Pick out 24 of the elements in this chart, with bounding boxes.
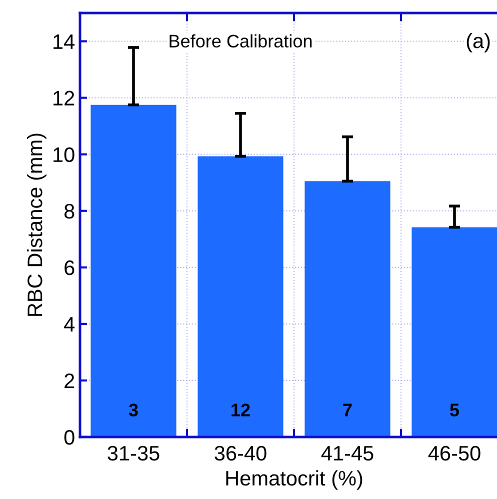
x-tick-label: 46-50 (428, 446, 480, 461)
y-tick-label: 4 (64, 317, 75, 332)
bar (90, 104, 176, 437)
y-tick-label: 8 (64, 204, 74, 219)
bar (412, 227, 497, 437)
x-tick-label: 41-45 (321, 446, 374, 461)
y-tick-label: 14 (54, 34, 75, 49)
annotation: 5 (450, 404, 460, 416)
y-axis-title: RBC Distance (mm) (26, 134, 46, 316)
y-tick-label: 0 (64, 430, 74, 445)
annotation: Before Calibration (170, 34, 312, 48)
bar (198, 156, 284, 437)
annotation: (a) (466, 32, 490, 52)
y-tick-label: 6 (64, 260, 74, 276)
x-tick-label: 31-35 (108, 446, 160, 461)
y-tick-label: 12 (54, 90, 74, 106)
x-axis-title: Hematocrit (%) (226, 470, 362, 490)
annotation: 12 (232, 404, 250, 416)
annotation: 7 (343, 404, 352, 416)
bar (304, 181, 390, 437)
x-tick-label: 36-40 (214, 446, 266, 461)
y-tick-label: 10 (54, 147, 74, 162)
annotation: 3 (128, 404, 138, 416)
y-tick-label: 2 (64, 373, 74, 388)
